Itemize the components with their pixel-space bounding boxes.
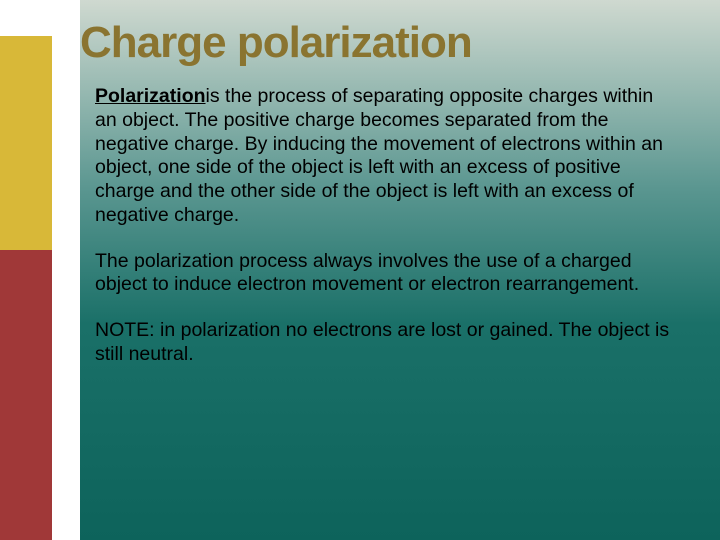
paragraph-2: The polarization process always involves…: [95, 250, 675, 298]
slide: Charge polarization Polarizationis the p…: [0, 0, 720, 540]
left-red-panel: [0, 250, 52, 540]
accent-bar: [0, 36, 52, 250]
body-text: Polarizationis the process of separating…: [95, 85, 675, 389]
paragraph-3: NOTE: in polarization no electrons are l…: [95, 319, 675, 367]
slide-title: Charge polarization: [80, 18, 472, 68]
paragraph-1: Polarizationis the process of separating…: [95, 85, 675, 228]
lead-word: Polarization: [95, 85, 206, 107]
